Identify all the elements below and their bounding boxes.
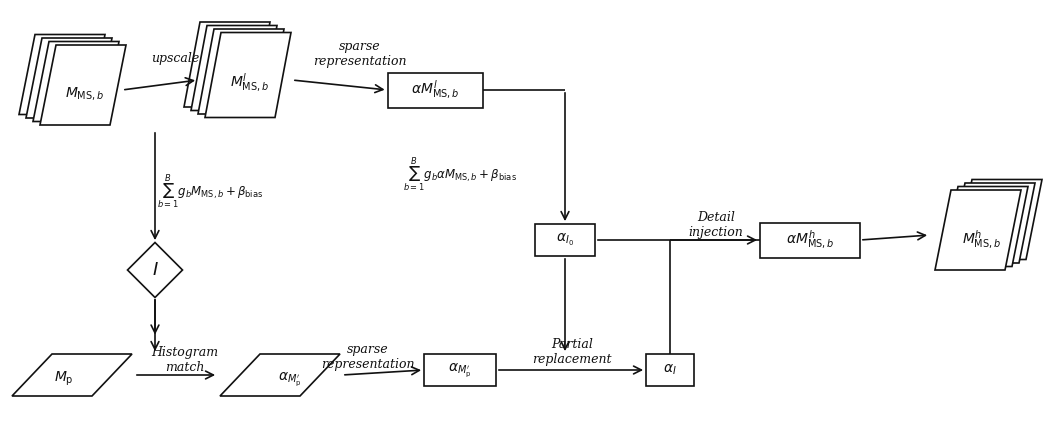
Polygon shape — [949, 183, 1035, 263]
Text: sparse
representation: sparse representation — [314, 40, 407, 68]
Text: upscale: upscale — [151, 52, 199, 65]
Polygon shape — [205, 33, 292, 118]
Polygon shape — [19, 34, 105, 115]
Text: $\sum_{b=1}^{B}g_{b}M_{\mathrm{MS},b}+\beta_{\mathrm{bias}}$: $\sum_{b=1}^{B}g_{b}M_{\mathrm{MS},b}+\b… — [157, 173, 263, 211]
Text: Partial
replacement: Partial replacement — [532, 338, 612, 366]
Polygon shape — [191, 26, 277, 111]
Polygon shape — [184, 22, 270, 107]
Bar — [424, 354, 496, 386]
Text: $M^{l}_{\mathrm{MS},b}$: $M^{l}_{\mathrm{MS},b}$ — [230, 72, 269, 94]
Polygon shape — [935, 190, 1021, 270]
Polygon shape — [127, 243, 182, 297]
Polygon shape — [26, 38, 112, 118]
Text: $M_{\mathrm{MS},b}$: $M_{\mathrm{MS},b}$ — [66, 85, 105, 102]
Polygon shape — [40, 45, 126, 125]
Polygon shape — [198, 29, 284, 114]
Text: Histogram
match: Histogram match — [152, 346, 218, 374]
Text: Detail
injection: Detail injection — [689, 211, 743, 239]
Bar — [535, 224, 595, 256]
Text: $\alpha M^{h}_{\mathrm{MS},b}$: $\alpha M^{h}_{\mathrm{MS},b}$ — [785, 229, 834, 251]
Polygon shape — [956, 180, 1042, 260]
Text: $\alpha_{M_{\mathrm{p}}^{\prime}}$: $\alpha_{M_{\mathrm{p}}^{\prime}}$ — [279, 370, 302, 388]
Polygon shape — [12, 354, 132, 396]
Text: $\alpha M^{l}_{\mathrm{MS},b}$: $\alpha M^{l}_{\mathrm{MS},b}$ — [411, 79, 459, 101]
Text: $\sum_{b=1}^{B}g_{b}\alpha M_{\mathrm{MS},b}+\beta_{\mathrm{bias}}$: $\sum_{b=1}^{B}g_{b}\alpha M_{\mathrm{MS… — [403, 156, 517, 194]
Bar — [388, 72, 482, 108]
Bar — [760, 223, 860, 257]
Text: $\alpha_{I_{0}}$: $\alpha_{I_{0}}$ — [556, 232, 573, 248]
Text: $\alpha_{M_{\mathrm{p}}^{\prime}}$: $\alpha_{M_{\mathrm{p}}^{\prime}}$ — [448, 361, 472, 379]
Text: $\alpha_{I}$: $\alpha_{I}$ — [664, 363, 677, 377]
Text: sparse
representation: sparse representation — [321, 343, 414, 371]
Bar — [646, 354, 694, 386]
Text: $M^{h}_{\mathrm{MS},b}$: $M^{h}_{\mathrm{MS},b}$ — [962, 229, 1002, 251]
Text: $M_{\mathrm{p}}$: $M_{\mathrm{p}}$ — [54, 370, 74, 388]
Polygon shape — [942, 187, 1028, 266]
Text: $I$: $I$ — [152, 261, 158, 279]
Polygon shape — [33, 42, 119, 122]
Polygon shape — [220, 354, 340, 396]
